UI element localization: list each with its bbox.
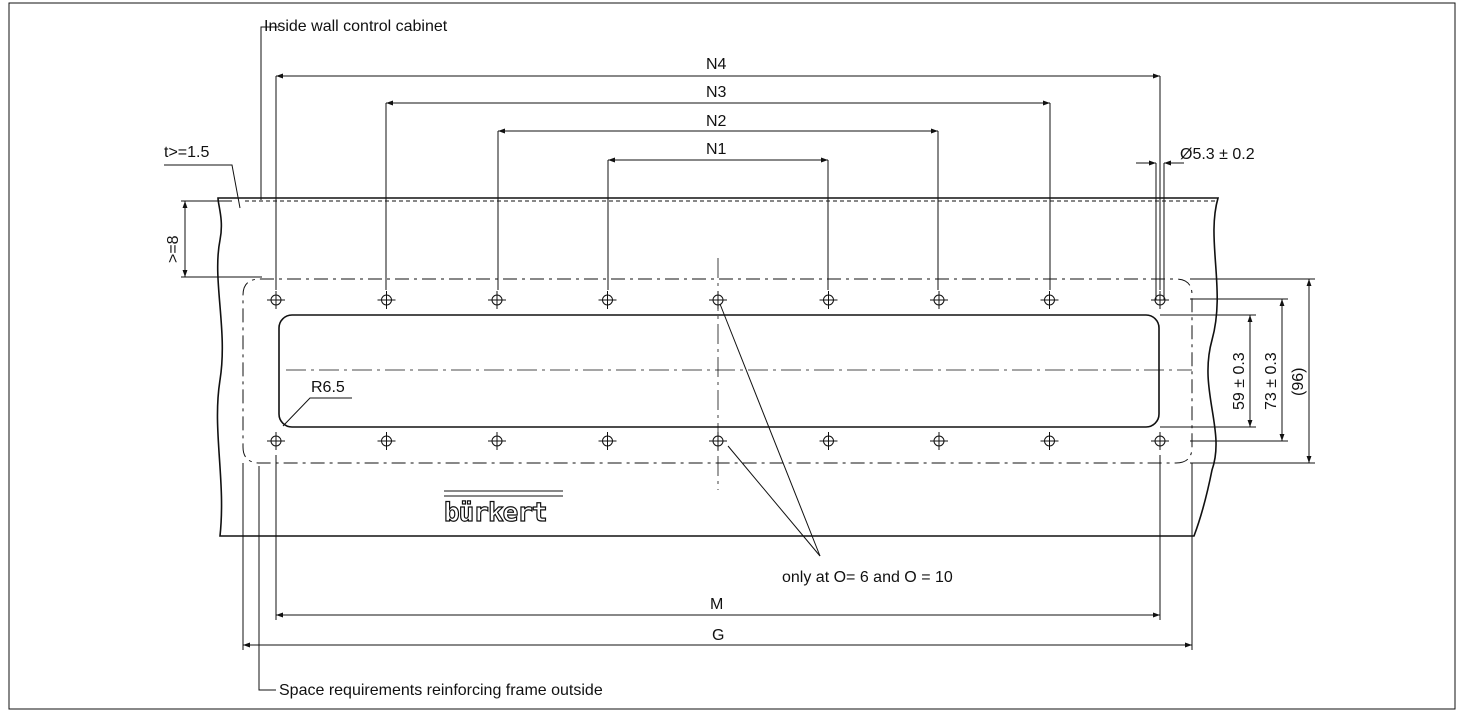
mounting-hole bbox=[598, 291, 617, 309]
mounting-hole bbox=[267, 432, 285, 450]
mounting-hole bbox=[1040, 291, 1059, 309]
mounting-hole bbox=[488, 432, 506, 450]
g-dimension: G bbox=[242, 463, 1193, 650]
thickness-callout: t>=1.5 bbox=[164, 144, 241, 209]
thickness-label: t>=1.5 bbox=[164, 144, 209, 161]
mounting-hole bbox=[377, 432, 396, 450]
hole-diameter-dimension: Ø5.3 ± 0.2 bbox=[1136, 146, 1255, 300]
reinforcing-frame bbox=[242, 278, 1193, 464]
n3-label: N3 bbox=[706, 84, 727, 101]
mounting-holes bbox=[267, 291, 1169, 450]
mounting-hole bbox=[598, 432, 617, 450]
mounting-hole bbox=[1151, 432, 1169, 450]
burkert-logo: bürkert bbox=[443, 490, 563, 529]
inside-wall-callout: Inside wall control cabinet bbox=[260, 18, 448, 200]
dim-96-label: (96) bbox=[1290, 368, 1307, 396]
logo-text: bürkert bbox=[444, 498, 547, 528]
drawing-border bbox=[8, 2, 1456, 710]
hole-diameter-label: Ø5.3 ± 0.2 bbox=[1180, 146, 1255, 163]
n1-label: N1 bbox=[706, 141, 727, 158]
dim-59-label: 59 ± 0.3 bbox=[1231, 352, 1248, 410]
right-dimensions: 59 ± 0.3 73 ± 0.3 (96) bbox=[1160, 278, 1315, 464]
m-label: M bbox=[710, 596, 723, 613]
mounting-hole bbox=[488, 291, 506, 309]
only-at-callout: only at O= 6 and O = 10 bbox=[719, 303, 953, 586]
mounting-hole bbox=[377, 291, 396, 309]
n-extension-lines bbox=[275, 76, 1161, 290]
n4-dimension: N4 bbox=[276, 56, 1160, 79]
mounting-hole bbox=[1151, 291, 1169, 309]
panel-outline bbox=[216, 197, 1220, 537]
g-label: G bbox=[712, 627, 724, 644]
n2-label: N2 bbox=[706, 113, 727, 130]
mounting-hole bbox=[709, 291, 727, 309]
min-gap-dimension: >=8 bbox=[165, 200, 262, 278]
n3-dimension: N3 bbox=[386, 84, 1050, 106]
inside-wall-label: Inside wall control cabinet bbox=[264, 18, 448, 35]
radius-label: R6.5 bbox=[311, 379, 345, 396]
space-req-callout: Space requirements reinforcing frame out… bbox=[258, 466, 603, 699]
mounting-hole bbox=[819, 291, 838, 309]
cutout-opening bbox=[278, 314, 1160, 428]
min-gap-label: >=8 bbox=[165, 235, 182, 263]
n2-dimension: N2 bbox=[498, 113, 938, 134]
mounting-hole bbox=[930, 432, 948, 450]
m-dimension: M bbox=[275, 455, 1161, 620]
only-at-label: only at O= 6 and O = 10 bbox=[782, 569, 953, 586]
n1-dimension: N1 bbox=[608, 141, 828, 163]
dim-73-label: 73 ± 0.3 bbox=[1263, 352, 1280, 410]
mounting-hole bbox=[1040, 432, 1059, 450]
mounting-hole bbox=[267, 291, 285, 309]
radius-callout: R6.5 bbox=[282, 379, 352, 427]
space-req-label: Space requirements reinforcing frame out… bbox=[279, 682, 603, 699]
mounting-hole bbox=[930, 291, 948, 309]
n4-label: N4 bbox=[706, 56, 727, 73]
mounting-hole bbox=[819, 432, 838, 450]
mounting-hole bbox=[709, 432, 727, 450]
